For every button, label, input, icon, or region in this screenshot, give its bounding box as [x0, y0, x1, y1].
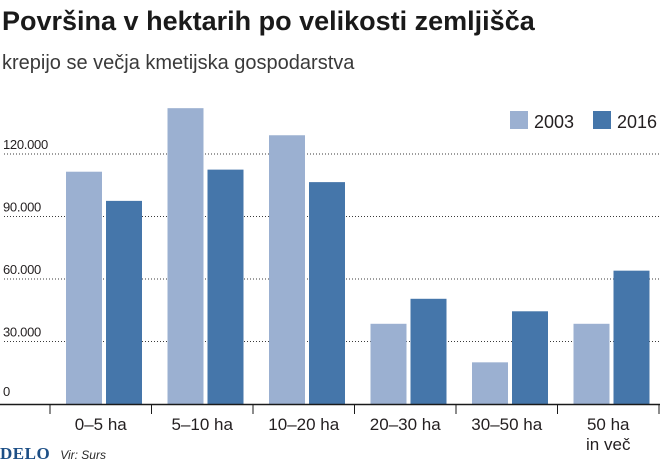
x-tick-label: 20–30 ha — [370, 415, 441, 434]
bar-2003-0 — [66, 171, 102, 404]
x-tick-label: 10–20 ha — [268, 415, 339, 434]
x-axis — [0, 403, 660, 414]
bar-2016-4 — [512, 311, 548, 404]
publisher-logo: DELO — [0, 444, 51, 463]
y-tick-label: 120.000 — [3, 137, 48, 152]
legend-swatch-2016 — [593, 111, 611, 129]
bar-2003-5 — [573, 323, 610, 404]
bar-2016-5 — [613, 270, 650, 404]
x-tick-label: 30–50 ha — [471, 415, 542, 434]
chart-title: Površina v hektarih po velikosti zemljiš… — [2, 6, 535, 36]
x-tick-label: 50 ha in več — [586, 415, 631, 454]
bar-2003-2 — [269, 135, 305, 404]
x-tick-label: 0–5 ha — [75, 415, 128, 434]
x-tick-label: 5–10 ha — [172, 415, 234, 434]
bar-2003-1 — [167, 108, 204, 405]
bar-2003-3 — [370, 323, 407, 404]
y-tick-label: 60.000 — [3, 262, 41, 277]
legend-label-2003: 2003 — [534, 112, 574, 132]
y-tick-label: 0 — [3, 384, 10, 399]
bar-2016-3 — [410, 298, 447, 404]
legend-label-2016: 2016 — [617, 112, 657, 132]
bar-2003-4 — [472, 362, 508, 404]
grid-lines — [4, 153, 660, 342]
footer: DELO Vir: Surs — [0, 444, 106, 466]
legend: 2003 2016 — [510, 111, 657, 132]
y-tick-label: 90.000 — [3, 200, 41, 215]
bars — [66, 108, 650, 405]
bar-2016-2 — [309, 182, 345, 404]
x-tick-labels: 0–5 ha 5–10 ha 10–20 ha 20–30 ha 30–50 ha 50 … — [75, 415, 631, 454]
chart-subtitle: krepijo se večja kmetijska gospodarstva — [2, 52, 355, 74]
y-tick-label: 30.000 — [3, 325, 41, 340]
source-note: Vir: Surs — [60, 448, 106, 462]
bar-2016-1 — [207, 169, 244, 404]
legend-swatch-2003 — [510, 111, 528, 129]
y-tick-labels: 0 30.000 60.000 90.000 120.000 — [3, 137, 48, 399]
bar-2016-0 — [106, 200, 142, 404]
